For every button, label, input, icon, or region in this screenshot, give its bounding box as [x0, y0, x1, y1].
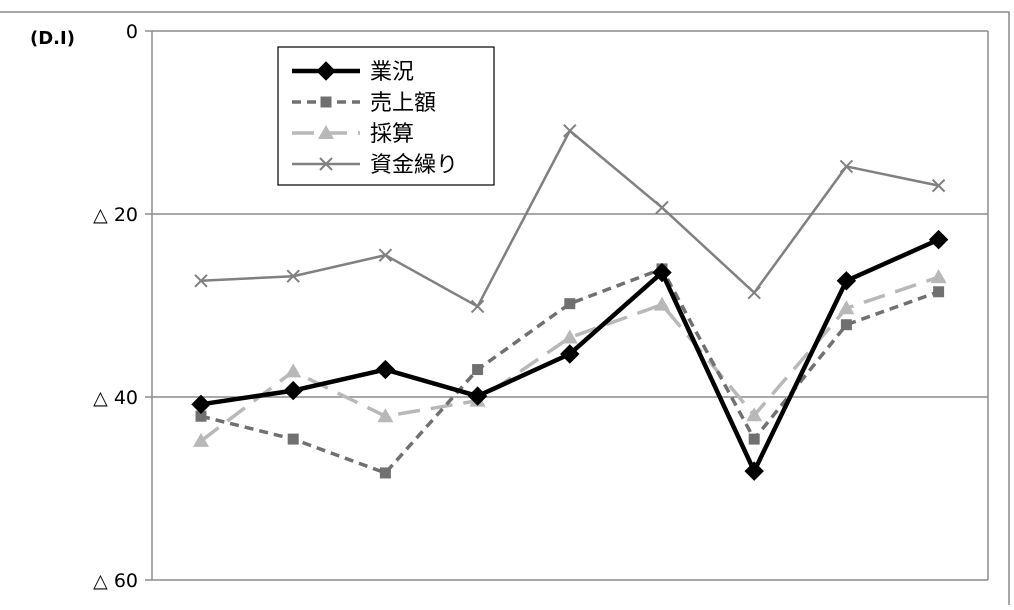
series-3-point-3	[470, 299, 485, 314]
series-3-point-6-stroke-b	[747, 285, 761, 300]
series-group	[191, 124, 949, 481]
legend-label-0: 業況	[370, 60, 414, 85]
y-axis-unit-label: (D.I)	[30, 28, 75, 49]
y-tick-label-1: △ 20	[93, 204, 138, 226]
series-3-point-5-stroke-b	[655, 200, 669, 215]
series-0-point-8	[928, 229, 949, 250]
series-3-point-6	[747, 285, 761, 300]
series-0-point-5	[652, 262, 672, 283]
legend-marker-2	[318, 125, 334, 139]
series-1-point-3	[472, 364, 484, 376]
series-2-point-4	[561, 329, 578, 344]
y-tick-label-0: 0	[126, 21, 138, 43]
legend-marker-1	[320, 96, 332, 108]
legend-label-3: 資金繰り	[370, 153, 458, 178]
series-1-point-1	[287, 433, 299, 445]
series-2-point-8	[930, 269, 947, 284]
series-0-point-0	[191, 394, 211, 415]
series-0-point-7	[836, 271, 857, 291]
series-3-point-4-stroke-b	[563, 124, 577, 138]
series-1-point-7	[840, 319, 852, 331]
series-2-point-7	[838, 300, 855, 315]
series-2-point-0	[193, 432, 209, 447]
legend-marker-0	[316, 61, 336, 81]
series-3-point-8-stroke-b	[931, 178, 946, 193]
series-0-point-3	[467, 386, 488, 406]
series-1-point-6	[748, 433, 760, 445]
series-3-point-4	[563, 124, 577, 138]
series-3	[194, 124, 946, 314]
legend-marker-3	[319, 157, 333, 171]
series-3-point-1	[286, 269, 300, 283]
series-3-point-7	[839, 159, 854, 174]
series-2-point-1	[285, 363, 302, 378]
series-1-point-4	[564, 298, 576, 310]
series-1-point-0	[195, 410, 207, 422]
series-line-1	[200, 267, 940, 475]
axes	[0, 11, 1010, 605]
y-tick-labels: 0 △ 20 △ 40 △ 60	[93, 21, 138, 592]
series-3-point-0	[194, 274, 208, 288]
series-0	[191, 229, 949, 481]
y-tick-label-3: △ 60	[93, 570, 138, 592]
series-2-point-6	[746, 407, 763, 422]
series-1-point-8	[933, 286, 945, 298]
series-3-point-5	[655, 200, 669, 215]
series-3-point-1-stroke-b	[286, 269, 300, 283]
series-0-point-2	[375, 359, 396, 380]
series-3-point-3-stroke-b	[470, 299, 485, 314]
series-3-point-7-stroke-b	[839, 159, 854, 174]
series-0-point-1	[283, 380, 303, 401]
chart-border	[0, 11, 1010, 605]
legend-label-2: 採算	[370, 122, 414, 147]
series-3-point-8	[931, 178, 946, 193]
series-3-point-0-stroke-b	[194, 274, 208, 288]
legend-marker-3-stroke-b	[319, 157, 333, 171]
series-2-point-2	[377, 408, 394, 423]
series-3-point-2-stroke-b	[378, 248, 393, 262]
y-tick-label-2: △ 40	[93, 387, 138, 409]
legend-label-1: 売上額	[370, 91, 436, 116]
series-1-point-2	[379, 467, 391, 479]
series-1	[195, 263, 945, 479]
series-0-point-6	[744, 461, 764, 481]
series-3-point-2	[378, 248, 393, 262]
series-0-point-4	[560, 344, 580, 364]
series-2-point-5	[654, 296, 670, 311]
